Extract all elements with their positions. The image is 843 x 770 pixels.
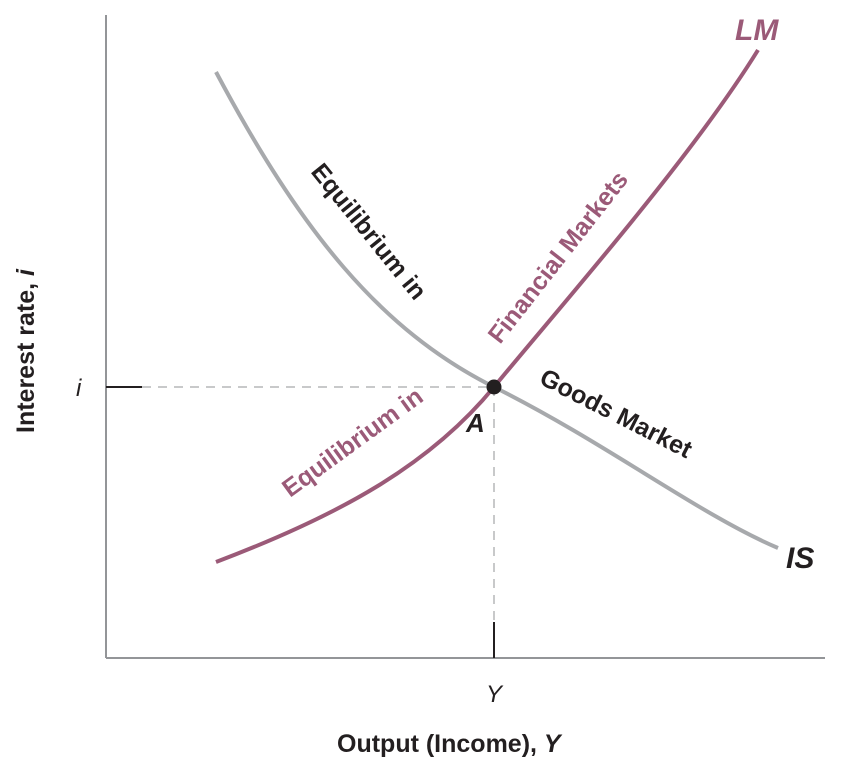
x-axis-title: Output (Income), Y <box>337 730 563 758</box>
x-tick-label: Y <box>486 681 504 708</box>
x-axis-title-var: Y <box>544 730 563 758</box>
equilibrium-point <box>486 379 502 395</box>
y-axis-title: Interest rate, i <box>12 268 40 433</box>
y-axis-title-var: i <box>12 268 40 276</box>
point-a-label: A <box>465 408 485 438</box>
financial-markets-label-line2: Financial Markets <box>483 166 634 349</box>
lm-curve-label: LM <box>735 14 779 47</box>
y-tick-label: i <box>76 375 82 402</box>
is-curve-label: IS <box>786 542 814 575</box>
y-axis-title-text: Interest rate, <box>12 276 40 433</box>
x-axis-title-text: Output (Income), <box>337 730 544 758</box>
financial-markets-label-line1: Equilibrium in <box>277 382 428 503</box>
goods-market-label-line1: Equilibrium in <box>305 158 432 305</box>
goods-market-label-line2: Goods Market <box>535 363 697 464</box>
